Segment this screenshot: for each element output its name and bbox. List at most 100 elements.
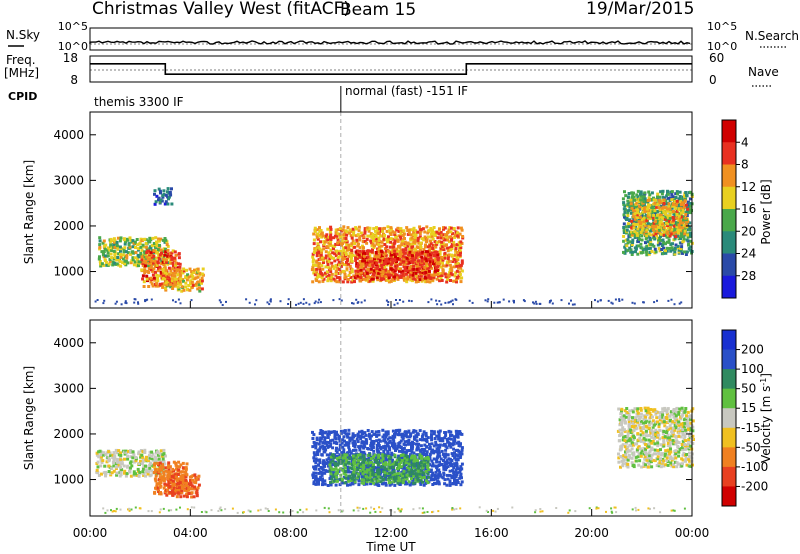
heat-cell xyxy=(99,453,103,457)
heat-cell xyxy=(384,251,388,255)
heat-cell xyxy=(191,275,195,279)
heat-cell xyxy=(198,273,202,277)
heat-cell xyxy=(131,258,135,262)
heat-cell xyxy=(323,438,327,442)
heat-cell xyxy=(661,243,665,246)
heat-cell xyxy=(331,446,335,450)
heat-cell xyxy=(320,272,323,276)
ground-scatter-cell xyxy=(594,299,596,302)
heat-cell xyxy=(444,452,448,456)
heat-cell xyxy=(446,473,449,477)
heat-cell xyxy=(102,453,106,457)
heat-cell xyxy=(664,199,668,203)
heat-cell xyxy=(389,475,393,479)
heat-cell xyxy=(109,252,113,256)
heat-cell xyxy=(385,245,389,249)
heat-cell xyxy=(106,248,109,252)
heat-cell xyxy=(169,193,173,197)
heat-cell xyxy=(403,440,407,444)
heat-cell xyxy=(673,246,677,250)
heat-cell xyxy=(190,495,194,499)
heat-cell xyxy=(373,453,377,457)
heat-cell xyxy=(425,445,429,449)
heat-cell xyxy=(646,222,650,226)
heat-cell xyxy=(664,249,667,253)
heat-cell xyxy=(433,464,437,468)
heat-cell xyxy=(315,254,319,258)
heat-cell xyxy=(359,271,363,275)
heat-cell xyxy=(317,449,321,453)
heat-cell xyxy=(648,213,652,217)
heat-cell xyxy=(358,453,362,457)
heat-cell xyxy=(378,253,382,257)
heat-cell xyxy=(165,243,169,246)
heat-cell xyxy=(454,480,458,484)
heat-cell xyxy=(638,216,642,220)
heat-cell xyxy=(447,228,451,232)
heat-cell xyxy=(362,450,366,454)
heat-cell xyxy=(404,272,408,276)
heat-cell xyxy=(427,229,431,233)
heat-cell xyxy=(660,192,664,196)
heat-cell xyxy=(391,261,395,265)
heat-cell xyxy=(164,193,168,197)
heat-cell xyxy=(438,272,442,276)
heat-cell xyxy=(104,254,108,258)
heat-cell xyxy=(670,198,674,202)
heat-cell xyxy=(177,252,181,256)
heat-cell xyxy=(377,442,381,446)
heat-cell xyxy=(379,270,383,274)
heat-cell xyxy=(460,261,464,265)
heat-cell xyxy=(397,454,401,458)
heat-cell xyxy=(684,220,688,224)
heat-cell xyxy=(102,451,105,455)
heat-cell xyxy=(350,463,354,467)
heat-cell xyxy=(102,263,106,267)
heat-cell xyxy=(671,204,675,208)
heat-cell xyxy=(419,464,423,468)
heat-cell xyxy=(357,242,360,246)
heat-cell xyxy=(144,464,147,468)
heat-cell xyxy=(99,457,103,461)
heat-cell xyxy=(152,458,156,462)
heat-cell xyxy=(177,468,181,472)
heat-cell xyxy=(431,278,435,282)
heat-cell xyxy=(382,267,386,271)
heat-cell xyxy=(670,227,674,231)
heat-cell xyxy=(376,461,380,465)
heat-cell xyxy=(429,476,433,480)
heat-cell xyxy=(183,481,187,485)
y-tick-label: 3000 xyxy=(53,173,84,187)
heat-cell xyxy=(425,225,429,229)
heat-cell xyxy=(393,249,397,253)
heat-cell xyxy=(115,262,119,266)
heat-cell xyxy=(354,256,358,260)
heat-cell xyxy=(314,474,318,478)
heat-cell xyxy=(386,437,390,441)
heat-cell xyxy=(376,479,380,483)
heat-cell xyxy=(359,277,362,281)
heat-cell xyxy=(662,198,666,202)
heat-cell xyxy=(447,259,451,263)
heat-cell xyxy=(459,454,463,458)
heat-cell xyxy=(164,268,168,272)
heat-cell xyxy=(668,234,672,238)
heat-cell xyxy=(358,472,362,476)
heat-cell xyxy=(678,218,682,222)
heat-cell xyxy=(357,225,361,229)
heat-cell xyxy=(362,246,365,250)
heat-cell xyxy=(153,490,157,494)
heat-cell xyxy=(150,263,154,267)
heat-cell xyxy=(407,455,411,459)
heat-cell xyxy=(413,254,417,258)
heat-cell xyxy=(358,246,362,250)
heat-cell xyxy=(317,265,321,269)
heat-cell xyxy=(140,239,144,243)
heat-cell xyxy=(186,273,190,277)
heat-cell xyxy=(153,245,157,249)
heat-cell xyxy=(155,244,159,248)
heat-cell xyxy=(652,244,656,248)
heat-cell xyxy=(625,407,629,410)
heat-cell xyxy=(458,232,462,236)
ground-scatter-cell xyxy=(568,302,570,305)
